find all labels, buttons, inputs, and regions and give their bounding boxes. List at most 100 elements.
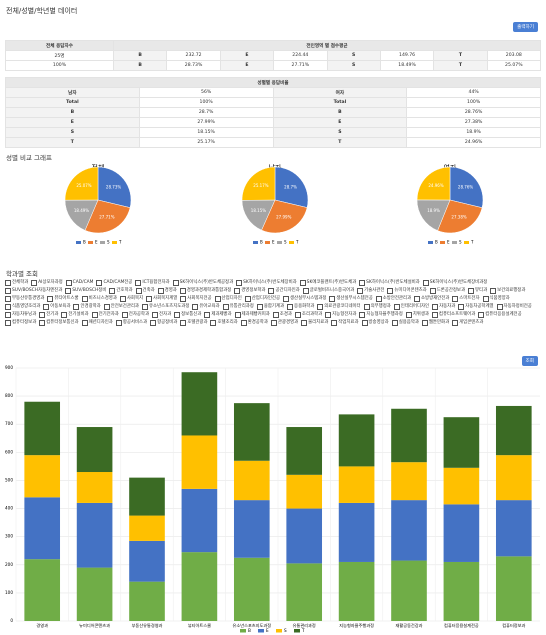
department-checkbox[interactable]: 공간디자인과 <box>268 287 300 295</box>
department-checkbox[interactable]: 산업디자인 <box>214 295 242 303</box>
department-checkbox[interactable]: 작업치료과 <box>331 319 359 327</box>
department-checkbox[interactable]: 물리치료과 <box>301 319 328 327</box>
department-checkbox[interactable]: 호텔조리과 <box>210 319 238 327</box>
department-checkbox[interactable]: 전자과 <box>151 311 171 319</box>
department-checkbox[interactable]: 안전보건관리과 <box>103 303 139 311</box>
department-checkbox[interactable]: 안경광학과 <box>73 303 101 311</box>
department-checkbox[interactable]: 의료관광코디네이터 <box>317 303 361 311</box>
department-checkbox[interactable]: 소방방재안전과 <box>414 295 449 303</box>
department-checkbox[interactable]: 뷰티과 <box>467 287 487 295</box>
department-checkbox[interactable]: 자동차튜닝과 <box>5 311 36 319</box>
department-checkbox[interactable]: 인테리어디자인 <box>393 303 429 311</box>
department-checkbox[interactable]: 간호학과 <box>109 287 133 295</box>
department-checkbox[interactable]: 조경과 <box>272 311 292 319</box>
department-checkbox[interactable]: 아동보육과 <box>43 303 70 311</box>
department-checkbox[interactable]: 뷰티아트스쿨 <box>47 295 79 303</box>
table-cell: 27.38% <box>406 117 541 128</box>
department-checkbox[interactable]: ICT융합전자과 <box>135 279 170 287</box>
department-checkbox[interactable]: 전자공학과 <box>121 311 149 319</box>
department-checkbox[interactable]: 건축과 <box>135 287 155 295</box>
department-checkbox[interactable]: 전체학과 <box>5 279 28 287</box>
department-checkbox[interactable]: 치위생과 <box>405 311 429 319</box>
department-checkbox[interactable]: 융합기계과 <box>256 303 284 311</box>
department-checkbox[interactable]: 제과제빵과 <box>204 311 232 319</box>
department-checkbox[interactable]: 자동차과 <box>432 303 455 311</box>
department-checkbox[interactable]: 부동산유통경영과 <box>5 295 44 303</box>
checkbox-label: 자동차과 <box>439 304 456 309</box>
table-cell: B <box>5 107 140 118</box>
department-checkbox[interactable]: 뉴미디어콘텐츠과 <box>387 287 427 295</box>
checkbox <box>244 296 251 302</box>
department-checkbox[interactable]: 실용음악과 <box>391 319 419 327</box>
department-checkbox[interactable]: SK하이닉스(주)반도체공정과 <box>172 279 233 287</box>
department-checkbox[interactable]: 컴퓨터소프트웨어과 <box>431 311 475 319</box>
department-checkbox[interactable]: 사회복지전공 <box>180 295 212 303</box>
department-checkbox[interactable]: 자동차정비전공 <box>496 303 532 311</box>
department-checkbox[interactable]: 유통관리과정 <box>222 303 254 311</box>
checkbox-label: 치위생과 <box>412 312 429 317</box>
department-checkbox[interactable]: 스마트전자 <box>452 295 480 303</box>
department-checkbox[interactable]: 생산실무시스템전공 <box>329 295 373 303</box>
department-checkbox[interactable]: 기술사관전 <box>357 287 384 295</box>
department-checkbox[interactable]: 유아교육과 <box>192 303 220 311</box>
department-checkbox[interactable]: 사회복지계열 <box>146 295 177 303</box>
table-cell: Total <box>272 97 408 108</box>
department-checkbox[interactable]: 드론공간정보과 <box>429 287 465 295</box>
department-checkbox[interactable]: 의무행정과 <box>363 303 391 311</box>
bar-segment <box>129 477 165 516</box>
department-checkbox[interactable]: 게임콘텐츠과 <box>452 319 483 327</box>
department-checkbox[interactable]: 전기전자과 <box>91 311 119 319</box>
department-checkbox[interactable]: 관광경영과 <box>270 319 298 327</box>
department-checkbox[interactable]: AI상모자과정 <box>31 279 63 287</box>
department-checkbox[interactable]: 유소년스포츠지도과정 <box>141 303 189 311</box>
department-checkbox[interactable]: 지능형자율주행과정 <box>359 311 403 319</box>
department-checkbox[interactable]: 소방안전관리과 <box>375 295 411 303</box>
department-checkbox[interactable]: 컴퓨터정보과 <box>5 319 36 327</box>
department-checkbox[interactable]: 컴퓨터정보통신과 <box>39 319 79 327</box>
department-checkbox[interactable]: 식품영양조리과 <box>5 303 40 311</box>
department-checkbox[interactable]: 조리과학과 <box>294 311 322 319</box>
table-cell: E <box>272 117 408 128</box>
department-checkbox[interactable]: 정보통신과 <box>174 311 201 319</box>
department-checkbox[interactable]: 사회복지 <box>119 295 143 303</box>
department-checkbox[interactable]: 경영과 <box>157 287 177 295</box>
table-cell: 25.07% <box>486 60 542 71</box>
department-checkbox[interactable]: 패션디자인과 <box>81 319 113 327</box>
department-checkbox[interactable]: 항공서비스과 <box>115 319 147 327</box>
department-checkbox[interactable]: SK하이닉스(주)반도체장비과 <box>236 279 297 287</box>
checkbox-label: 생산실무시스템과정 <box>290 296 327 301</box>
department-checkbox[interactable]: 지능형전자과 <box>325 311 356 319</box>
department-checkbox[interactable]: 자동차공학계열 <box>458 303 494 311</box>
department-checkbox[interactable]: 식품영양과 <box>482 295 510 303</box>
bar-segment <box>129 581 165 621</box>
department-checkbox[interactable]: 항공정비과 <box>150 319 177 327</box>
department-checkbox[interactable]: 경영정보학과 <box>234 287 265 295</box>
department-checkbox[interactable]: 컴퓨터응용설계전공 <box>478 311 522 319</box>
department-checkbox[interactable]: 산업디자인전공 <box>244 295 280 303</box>
department-checkbox[interactable]: SUV/BOSCH자동차엔진과 <box>5 287 62 295</box>
department-checkbox[interactable]: 비즈니스경영과 <box>81 295 117 303</box>
department-checkbox[interactable]: 환경공학과 <box>240 319 268 327</box>
search-button[interactable]: 조회 <box>521 356 538 366</box>
department-checkbox[interactable]: 방송영상과 <box>361 319 389 327</box>
department-checkbox[interactable]: 응용화학과 <box>287 303 314 311</box>
checkbox-label: 제과제빵과 <box>211 312 232 317</box>
department-checkbox[interactable]: SK하이닉스(주)반도체설비과 <box>359 279 420 287</box>
department-checkbox[interactable]: CAD/CAM <box>65 279 93 287</box>
department-checkbox[interactable]: 전기과 <box>39 311 58 319</box>
department-checkbox[interactable]: CAD/CAM전공 <box>96 279 132 287</box>
department-checkbox[interactable]: 생산실무시스템과정 <box>283 295 326 303</box>
print-button[interactable]: 출력하기 <box>513 22 538 32</box>
department-checkbox[interactable]: SUV/BOSCH정비 <box>65 287 106 295</box>
checkbox-label: 작업치료과 <box>338 320 359 325</box>
department-checkbox[interactable]: SK하이닉스(주)반도체장비과정 <box>422 279 487 287</box>
department-checkbox[interactable]: 전기설비과 <box>61 311 89 319</box>
department-checkbox[interactable]: 경영과경제학과통합과정 <box>179 287 231 295</box>
department-checkbox[interactable]: 호텔관광과 <box>180 319 207 327</box>
department-checkbox[interactable]: 글로벌비즈니스중국어과 <box>302 287 354 295</box>
department-checkbox[interactable]: 웹툰만화과 <box>421 319 449 327</box>
department-checkbox[interactable]: 보건의료행정과 <box>490 287 525 295</box>
checkbox <box>270 320 277 326</box>
department-checkbox[interactable]: 제과제빵커피과 <box>234 311 270 319</box>
department-checkbox[interactable]: SK에코플랜트(주)반도체과 <box>299 279 356 287</box>
